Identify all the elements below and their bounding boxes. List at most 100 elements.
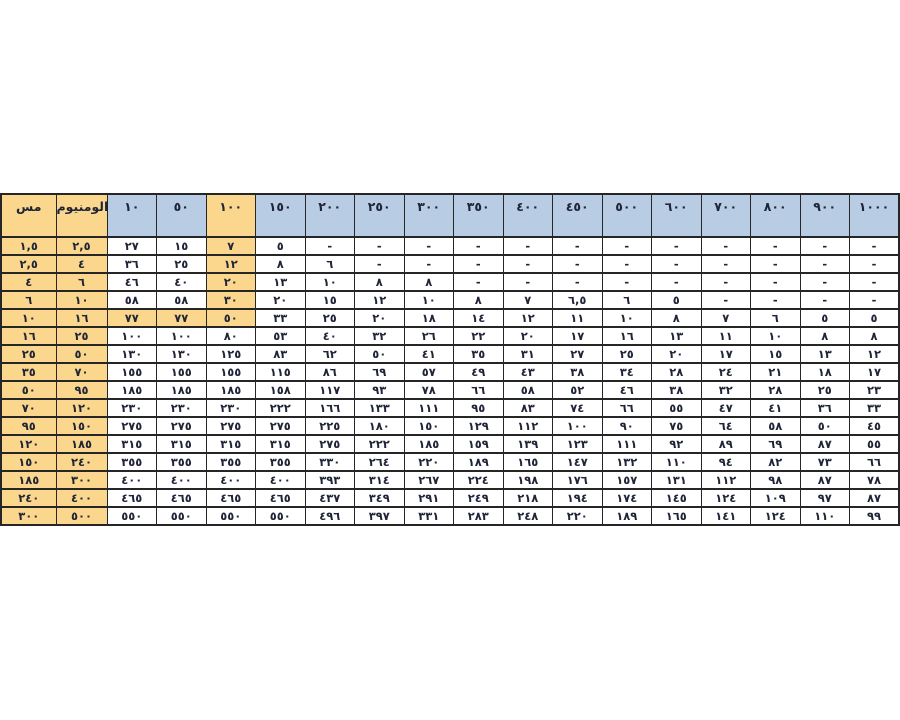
table-cell: ٤٩٦ xyxy=(304,506,355,526)
table-cell: - xyxy=(502,236,553,256)
table-row-4: ١٠ ١٦ ٧٧ ٧٧ ٥٠ ٣٣ ٢٥ ٢٠ ١٨ ١٤ ١٢ ١١ ١٠ ٨ ٧ ٦ ٥ ٥ xyxy=(0,308,900,328)
table-cell: - xyxy=(403,254,454,274)
table-cell: ٥٥٠ xyxy=(156,506,207,526)
table-cell: - xyxy=(453,272,504,292)
table-cell: ١٢٩ xyxy=(453,416,504,436)
table-cell: - xyxy=(354,254,405,274)
table-cell: ٦٢ xyxy=(304,344,355,364)
column-header-2: ١٠ xyxy=(106,193,157,238)
table-cell: ١٠٠ xyxy=(156,326,207,346)
table-cell: ١٣٠ xyxy=(156,344,207,364)
table-cell: ٢٨ xyxy=(750,380,801,400)
table-cell: ٣٣٠ xyxy=(304,452,355,472)
conductor-size-table: مس الومنيوم ١٠ ٥٠ ١٠٠ ١٥٠ ٢٠٠ ٢٥٠ ٣٠٠ ٣٥٠ ٤٠٠ ٤٥٠ ٥٠… xyxy=(0,193,900,526)
table-cell: ٣٠٠ xyxy=(0,506,57,526)
table-cell: ٥٥٠ xyxy=(255,506,306,526)
table-cell: ١٠ xyxy=(601,308,652,328)
table-cell: ٢٠ xyxy=(651,344,702,364)
table-cell: ٩٩ xyxy=(849,506,900,526)
table-cell: ٨ xyxy=(651,308,702,328)
table-cell: ٣٥٥ xyxy=(106,452,157,472)
table-cell: ٣٣١ xyxy=(403,506,454,526)
table-cell: ٣٣ xyxy=(255,308,306,328)
table-cell: ١٠ xyxy=(304,272,355,292)
table-cell: ٥ xyxy=(799,308,850,328)
table-cell: ١٨٥ xyxy=(403,434,454,454)
table-cell: ٢٨ xyxy=(651,362,702,382)
table-cell: ٧٧ xyxy=(106,308,157,328)
table-row-7: ٣٥ ٧٠ ١٥٥ ١٥٥ ١٥٥ ١١٥ ٨٦ ٦٩ ٥٧ ٤٩ ٤٣ ٣٨ ٣٤ ٢٨ ٢٤ ٢١ ١٨ ١٧ xyxy=(0,362,900,382)
table-cell: ١٨٥ xyxy=(205,380,256,400)
table-cell: ١٩٤ xyxy=(552,488,603,508)
table-cell: ٥٨ xyxy=(156,290,207,310)
table-cell: ٣١٤ xyxy=(354,470,405,490)
table-row-15: ٣٠٠ ٥٠٠ ٥٥٠ ٥٥٠ ٥٥٠ ٥٥٠ ٤٩٦ ٣٩٧ ٣٣١ ٢٨٣ ٢٤٨ ٢٢٠ ١٨٩ ١… xyxy=(0,506,900,526)
table-cell: ١١ xyxy=(700,326,751,346)
table-row-2: ٤ ٦ ٤٦ ٤٠ ٢٠ ١٣ ١٠ ٨ ٨- - - - - - - - - xyxy=(0,272,900,292)
table-cell: ٥ xyxy=(255,236,306,256)
table-cell: - xyxy=(849,272,900,292)
table-cell: ٨ xyxy=(403,272,454,292)
table-cell: ٢٦٧ xyxy=(403,470,454,490)
table-cell: ٨٢ xyxy=(750,452,801,472)
table-cell: ١٢ xyxy=(205,254,256,274)
table-cell: ٩٨ xyxy=(750,470,801,490)
table-cell: ٢٤٠ xyxy=(0,488,57,508)
table-cell: ١٨٥ xyxy=(156,380,207,400)
table-cell: ٧ xyxy=(205,236,256,256)
table-cell: - xyxy=(502,272,553,292)
table-row-1: ٢,٥ ٤ ٣٦ ٢٥ ١٢ ٨ ٦- - - - - - - - - - - xyxy=(0,254,900,274)
table-cell: ١٣٠ xyxy=(106,344,157,364)
table-cell: - xyxy=(700,254,751,274)
table-cell: ٥٠ xyxy=(799,416,850,436)
column-header-13: ٦٠٠ xyxy=(651,193,702,238)
table-cell: ٧٨ xyxy=(403,380,454,400)
table-cell: - xyxy=(799,290,850,310)
table-cell: ٩٥ xyxy=(453,398,504,418)
table-cell: ٨ xyxy=(453,290,504,310)
table-cell: ٢٢٢ xyxy=(354,434,405,454)
table-cell: ١١٠ xyxy=(799,506,850,526)
table-cell: - xyxy=(651,254,702,274)
table-cell: - xyxy=(354,236,405,256)
table-cell: - xyxy=(601,272,652,292)
table-cell: ١٥٧ xyxy=(601,470,652,490)
table-cell: ٣٩٣ xyxy=(304,470,355,490)
table-cell: ٣٨ xyxy=(651,380,702,400)
table-row-14: ٢٤٠ ٤٠٠ ٤٦٥ ٤٦٥ ٤٦٥ ٤٦٥ ٤٣٧ ٣٤٩ ٢٩١ ٢٤٩ ٢١٨ ١٩٤ ١٧٤ ١… xyxy=(0,488,900,508)
table-cell: ٤٩ xyxy=(453,362,504,382)
table-cell: ٥٨ xyxy=(750,416,801,436)
table-row-11: ١٢٠ ١٨٥ ٣١٥ ٣١٥ ٣١٥ ٣١٥ ٢٧٥ ٢٢٢ ١٨٥ ١٥٩ ١٣٩ ١٢٣ ١١١ ٩… xyxy=(0,434,900,454)
table-cell: ١٢٥ xyxy=(205,344,256,364)
table-cell: - xyxy=(651,236,702,256)
table-cell: ١٦٦ xyxy=(304,398,355,418)
table-cell: ٣١ xyxy=(502,344,553,364)
table-cell: ٩٢ xyxy=(651,434,702,454)
table-cell: ١٢٠ xyxy=(55,398,108,418)
table-cell: - xyxy=(750,290,801,310)
table-cell: ٣٦ xyxy=(106,254,157,274)
table-cell: ١٨ xyxy=(799,362,850,382)
table-cell: ٤٠٠ xyxy=(156,470,207,490)
table-cell: ١١٠ xyxy=(651,452,702,472)
table-cell: ٥ xyxy=(849,308,900,328)
table-cell: ٣٢ xyxy=(700,380,751,400)
table-cell: - xyxy=(502,254,553,274)
table-cell: ٢٠ xyxy=(354,308,405,328)
table-cell: ١٨٠ xyxy=(354,416,405,436)
table-cell: ٤٠٠ xyxy=(106,470,157,490)
table-body: ١,٥ ٢,٥ ٢٧ ١٥ ٧ ٥- - - - - - - - - - - -٢,٥ ٤ ٣٦ ٢٥ ١٢ ٨ ٦- - - -… xyxy=(0,236,900,526)
table-cell: ٢٣٠ xyxy=(156,398,207,418)
table-cell: ١٨٥ xyxy=(0,470,57,490)
table-cell: ٢٧٥ xyxy=(156,416,207,436)
table-cell: - xyxy=(552,254,603,274)
table-cell: - xyxy=(552,236,603,256)
table-cell: - xyxy=(849,290,900,310)
table-cell: ٥٥٠ xyxy=(106,506,157,526)
table-cell: ٥٢ xyxy=(552,380,603,400)
table-cell: ٣٥٥ xyxy=(205,452,256,472)
table-cell: ١١٥ xyxy=(255,362,306,382)
table-cell: ٤٣ xyxy=(502,362,553,382)
table-cell: ١٥ xyxy=(156,236,207,256)
table-cell: ١٣٣ xyxy=(354,398,405,418)
